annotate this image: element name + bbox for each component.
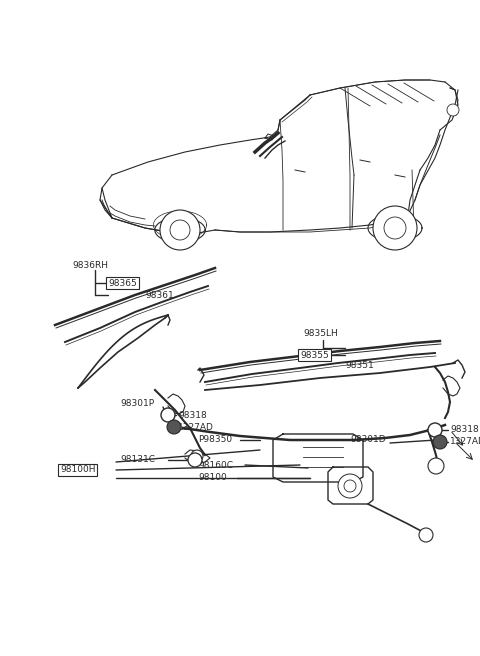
Text: 98361: 98361 [145,291,174,300]
Circle shape [428,458,444,474]
Text: 1327AD: 1327AD [178,422,214,432]
Circle shape [188,453,202,467]
Circle shape [338,474,362,498]
Circle shape [167,420,181,434]
Circle shape [160,210,200,250]
Text: 9836RH: 9836RH [72,260,108,270]
Text: 98365: 98365 [108,279,137,287]
Text: 98318: 98318 [178,411,207,419]
Circle shape [447,104,459,116]
Text: 98100: 98100 [198,474,227,483]
Text: 98351: 98351 [345,361,374,369]
Text: 98301D: 98301D [350,436,385,445]
Circle shape [384,217,406,239]
Circle shape [191,450,203,462]
Text: 98355: 98355 [300,350,329,359]
Text: 98301P: 98301P [120,400,154,409]
Circle shape [419,528,433,542]
Circle shape [428,423,442,437]
Circle shape [373,206,417,250]
Text: 98160C: 98160C [198,461,233,470]
Circle shape [161,408,175,422]
Circle shape [433,435,447,449]
Text: 98318: 98318 [450,426,479,434]
Text: 98131C: 98131C [120,455,155,464]
Circle shape [344,480,356,492]
Text: 98100H: 98100H [60,466,96,474]
Circle shape [170,220,190,240]
Text: 1327AD: 1327AD [450,438,480,447]
Text: P98350: P98350 [198,436,232,445]
Text: 9835LH: 9835LH [303,329,338,337]
